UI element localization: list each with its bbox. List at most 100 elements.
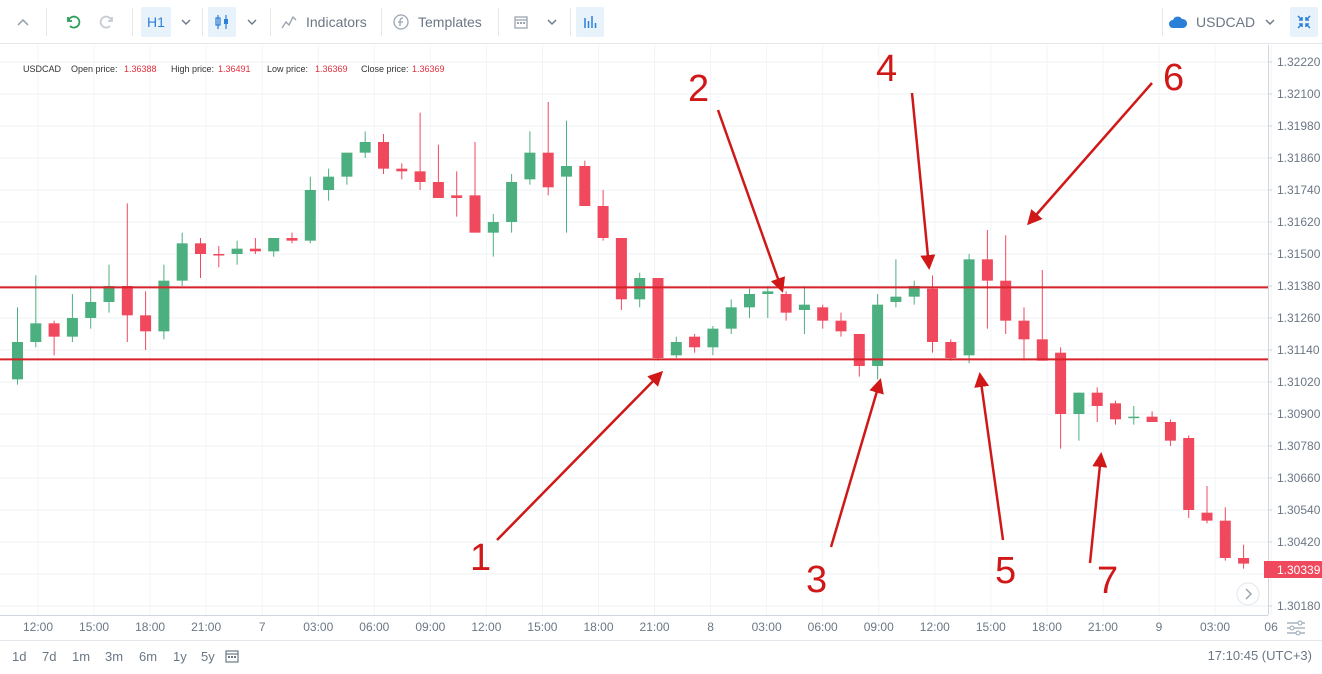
candle xyxy=(66,294,78,342)
candle xyxy=(890,259,902,308)
toolbar-divider xyxy=(1162,8,1163,36)
candle xyxy=(542,102,554,196)
candle-body xyxy=(341,152,353,177)
candle-body xyxy=(908,286,920,297)
annotation-number: 6 xyxy=(1163,57,1184,99)
candle xyxy=(1018,307,1030,361)
candle-body xyxy=(304,190,316,241)
redo-icon[interactable] xyxy=(92,0,122,44)
time-tick-label: 06 xyxy=(1264,620,1278,634)
candle xyxy=(249,238,261,254)
annotation-arrow xyxy=(974,372,1005,541)
candle xyxy=(780,291,792,321)
toolbar-divider xyxy=(498,8,499,36)
chart-grid xyxy=(0,45,1272,615)
range-6m-button[interactable]: 6m xyxy=(139,649,158,664)
volume-bars-icon[interactable] xyxy=(576,7,604,37)
candle-body xyxy=(1036,339,1048,361)
horizontal-lines xyxy=(0,286,1268,361)
toolbar-divider xyxy=(270,8,271,36)
candle xyxy=(817,304,829,329)
candle xyxy=(1146,411,1158,422)
candle-body xyxy=(1110,403,1121,420)
price-tick-label: 1.31980 xyxy=(1277,119,1321,133)
candle xyxy=(359,131,371,158)
candle xyxy=(432,144,444,198)
candle-body xyxy=(213,254,225,256)
timeframe-button[interactable]: H1 xyxy=(141,7,171,37)
candle xyxy=(725,299,737,334)
candle-body xyxy=(487,222,499,233)
symbol-selector[interactable]: USDCAD xyxy=(1168,0,1255,44)
undo-icon[interactable] xyxy=(58,0,88,44)
price-tick-label: 1.30900 xyxy=(1277,407,1321,421)
legend-close-value: 1.36369 xyxy=(412,64,445,74)
chart-area[interactable]: 1 2 3 4 5 6 7 1.32220 1.32100 1.31980 1.31860 1.31… xyxy=(0,45,1322,640)
range-3m-button[interactable]: 3m xyxy=(105,649,124,664)
range-1m-button[interactable]: 1m xyxy=(72,649,91,664)
legend-high-label: High price: xyxy=(171,64,214,74)
candle-body xyxy=(451,195,463,198)
candle xyxy=(1238,544,1250,569)
candle-body xyxy=(48,323,60,337)
candle xyxy=(506,174,518,233)
annotation-5: 5 xyxy=(974,372,1016,592)
timeframe-chevron-down-icon[interactable] xyxy=(176,0,196,44)
time-tick-label: 15:00 xyxy=(79,620,109,634)
scroll-right-button[interactable] xyxy=(1236,582,1260,606)
time-tick-label: 03:00 xyxy=(752,620,782,634)
candle-body xyxy=(176,243,188,281)
current-price-label: 1.30339 xyxy=(1277,563,1321,577)
candle-body xyxy=(872,304,884,366)
candle xyxy=(1128,406,1140,425)
candle xyxy=(1164,419,1176,446)
date-range-calendar-icon[interactable] xyxy=(224,648,240,667)
fullscreen-icon[interactable] xyxy=(1290,7,1318,37)
price-tick-label: 1.31380 xyxy=(1277,279,1321,293)
toolbar-divider xyxy=(570,8,571,36)
annotation-number: 4 xyxy=(876,48,897,90)
calendar-chevron-down-icon[interactable] xyxy=(542,0,562,44)
candle-body xyxy=(1238,558,1250,564)
price-tick-label: 1.30660 xyxy=(1277,471,1321,485)
price-tick-label: 1.31620 xyxy=(1277,215,1321,229)
chart-type-chevron-down-icon[interactable] xyxy=(242,0,262,44)
candlestick-chart[interactable]: 1 2 3 4 5 6 7 1.32220 1.32100 1.31980 1.31860 1.31… xyxy=(0,45,1322,640)
candle-body xyxy=(524,152,536,180)
range-1y-button[interactable]: 1y xyxy=(173,649,187,664)
annotation-2: 2 xyxy=(688,68,786,293)
collapse-chevron-up-icon[interactable] xyxy=(6,0,40,44)
candle-body xyxy=(798,304,810,310)
candle-body xyxy=(396,168,408,172)
candle xyxy=(176,232,188,286)
range-5y-button[interactable]: 5y xyxy=(201,649,215,664)
time-tick-label: 15:00 xyxy=(976,620,1006,634)
range-7d-button[interactable]: 7d xyxy=(42,649,57,664)
axis-settings-icon[interactable] xyxy=(1287,620,1305,636)
annotation-number: 1 xyxy=(470,537,491,579)
legend-open-value: 1.36388 xyxy=(124,64,157,74)
candle xyxy=(414,112,426,190)
candle xyxy=(1091,387,1103,422)
symbol-chevron-down-icon[interactable] xyxy=(1260,0,1280,44)
candle xyxy=(561,120,572,233)
candlestick-type-icon[interactable] xyxy=(208,7,236,37)
candle xyxy=(304,176,316,244)
price-tick-label: 1.31260 xyxy=(1277,311,1321,325)
annotation-number: 3 xyxy=(806,559,827,601)
templates-button[interactable]: Templates xyxy=(392,0,492,44)
price-tick-label: 1.31860 xyxy=(1277,151,1321,165)
candle xyxy=(634,272,646,308)
indicators-button[interactable]: Indicators xyxy=(280,0,372,44)
candle-body xyxy=(945,342,957,358)
price-axis: 1.32220 1.32100 1.31980 1.31860 1.31740 1.316… xyxy=(1268,55,1321,613)
candle xyxy=(615,238,627,310)
candle-body xyxy=(1146,416,1158,422)
range-1d-button[interactable]: 1d xyxy=(12,649,27,664)
candle-body xyxy=(890,296,902,302)
time-tick-label: 06:00 xyxy=(808,620,838,634)
candle xyxy=(908,280,920,305)
candles xyxy=(12,102,1250,569)
candle-body xyxy=(927,288,938,342)
calendar-icon[interactable] xyxy=(508,0,534,44)
